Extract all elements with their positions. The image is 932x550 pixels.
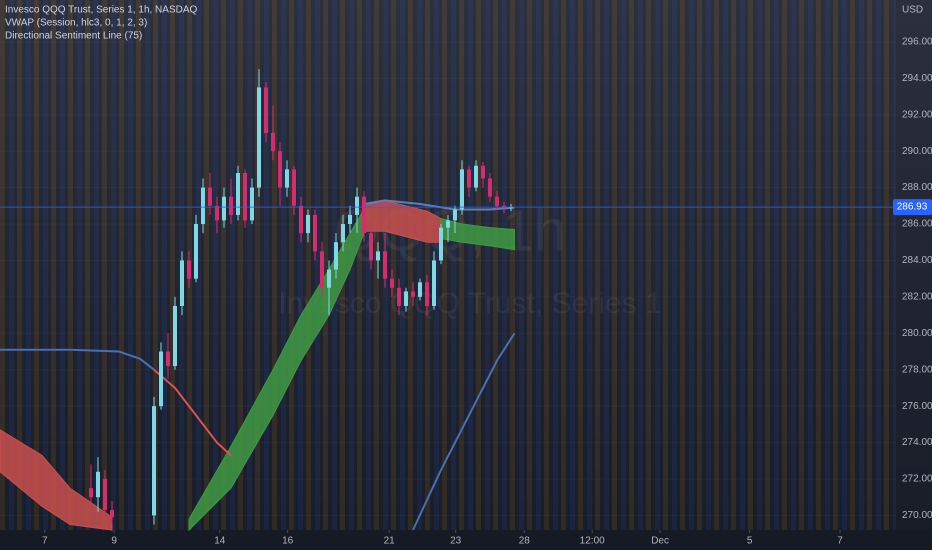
last-price-box [893, 199, 932, 216]
y-tick-label: 296.00 [902, 37, 932, 48]
candle-body [166, 351, 170, 367]
candle-body [376, 251, 380, 261]
candle-body [159, 351, 163, 407]
candle-body [208, 187, 212, 206]
y-tick-label: 288.00 [902, 182, 932, 193]
candle-body [439, 227, 443, 261]
candle-body [425, 282, 429, 306]
x-tick-label: 12:00 [580, 536, 605, 547]
x-tick-label: 28 [519, 536, 531, 547]
legend-title: Invesco QQQ Trust, Series 1, 1h, NASDAQ [5, 5, 198, 16]
currency: USD [902, 5, 923, 16]
x-tick-label: 14 [214, 536, 226, 547]
candle-body [292, 169, 296, 206]
candle-body [180, 260, 184, 306]
candle-body [369, 233, 373, 261]
candle-body [96, 471, 100, 498]
candle-body [89, 488, 93, 498]
candle-body [264, 87, 268, 133]
candle-body [236, 173, 240, 215]
x-tick-label: 5 [747, 536, 753, 547]
candle-body [355, 196, 359, 215]
candle-body [432, 260, 436, 306]
legend-indicator: Directional Sentiment Line (75) [5, 31, 142, 42]
legend-indicator: VWAP (Session, hlc3, 0, 1, 2, 3) [5, 18, 147, 29]
candle-body [110, 509, 114, 518]
candle-body [362, 196, 366, 234]
sentiment-band [0, 429, 113, 531]
x-tick-label: 21 [384, 536, 396, 547]
candle-body [404, 291, 408, 306]
x-tick-label: Dec [651, 536, 669, 547]
y-tick-label: 282.00 [902, 292, 932, 303]
candle-body [215, 205, 219, 221]
y-tick-label: 280.00 [902, 328, 932, 339]
candle-body [348, 214, 352, 225]
candle-body [446, 220, 450, 228]
candle-body [229, 196, 233, 215]
candle-body [341, 224, 345, 243]
y-tick-label: 290.00 [902, 146, 932, 157]
indicator-line [0, 348, 155, 371]
candle-body [257, 87, 261, 188]
candle-body [278, 151, 282, 188]
y-tick-label: 284.00 [902, 255, 932, 266]
candle-body [390, 278, 394, 288]
y-tick-label: 292.00 [902, 109, 932, 120]
watermark: Invesco QQQ Trust, Series 1 [278, 287, 661, 320]
candle-body [306, 214, 310, 234]
candle-body [285, 169, 289, 188]
y-tick-label: 272.00 [902, 474, 932, 485]
candle-body [495, 196, 499, 206]
candle-body [488, 178, 492, 197]
candle-body [201, 187, 205, 225]
candle-body [397, 287, 401, 306]
session-stripes [0, 0, 896, 530]
y-tick-label: 278.00 [902, 364, 932, 375]
candle-body [467, 169, 471, 188]
x-tick-label: 7 [42, 536, 48, 547]
candle-body [103, 479, 107, 510]
candle-body [327, 269, 331, 288]
y-tick-label: 294.00 [902, 73, 932, 84]
candle-body [453, 209, 457, 221]
indicator-line [412, 332, 516, 531]
candle-body [187, 260, 191, 279]
candle-body [383, 251, 387, 279]
last-price-label: 286.93 [897, 202, 928, 213]
candle-body [173, 305, 177, 367]
candle-body [152, 406, 156, 516]
x-tick-label: 7 [837, 536, 843, 547]
candle-body [481, 165, 485, 179]
candle-body [313, 214, 317, 252]
x-tick-label: 16 [282, 536, 294, 547]
y-tick-label: 274.00 [902, 437, 932, 448]
candle-body [460, 169, 464, 210]
x-tick-label: 9 [111, 536, 117, 547]
candle-body [334, 242, 338, 270]
candle-body [194, 224, 198, 279]
y-tick-label: 270.00 [902, 510, 932, 521]
indicator-line [153, 368, 232, 457]
y-tick-label: 286.00 [902, 219, 932, 230]
candle-body [271, 132, 275, 152]
candle-body [250, 187, 254, 221]
x-tick-label: 23 [450, 536, 462, 547]
candle-body [222, 196, 226, 221]
candle-body [474, 165, 478, 188]
x-axis-band [0, 530, 932, 550]
candle-body [243, 173, 247, 221]
candle-body [320, 251, 324, 288]
candle-body [299, 205, 303, 234]
y-tick-label: 276.00 [902, 401, 932, 412]
candle-body [418, 282, 422, 297]
candle-body [411, 291, 415, 297]
